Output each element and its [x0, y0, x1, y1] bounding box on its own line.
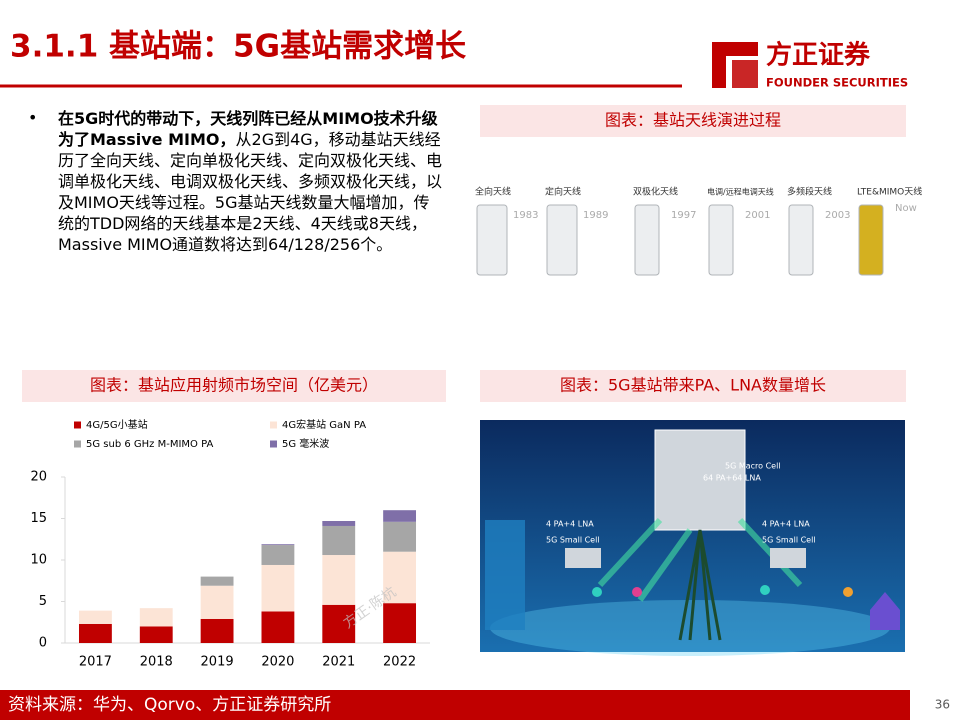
caption-box — [480, 370, 906, 402]
antenna-name: 双极化天线 — [633, 186, 678, 198]
antenna-year: 1983 — [513, 210, 538, 221]
bar-segment — [139, 608, 173, 627]
bar-segment — [322, 525, 356, 556]
antenna-name: 全向天线 — [475, 186, 511, 198]
caption: 图表：基站天线演进过程 — [605, 111, 781, 130]
bar-segment — [261, 545, 295, 565]
bar-segment — [322, 555, 356, 605]
logo-cn: 方正证券 — [766, 40, 871, 71]
antenna-body — [476, 204, 508, 276]
antenna-year: Now — [895, 203, 917, 214]
bar-chart: 0 5 10 15 20 4G/5G小基站 4G宏基站 GaN PA 5G sub 6 GHz… — [30, 418, 430, 670]
bar-segment — [383, 521, 417, 552]
bar-segment — [261, 611, 295, 643]
bar-segment — [200, 618, 234, 643]
bar-segment — [322, 520, 356, 526]
y-tick-label: 15 — [30, 511, 47, 526]
title: 3.1.1 基站端：5G基站需求增长 — [10, 29, 466, 65]
y-tick-label: 10 — [30, 553, 47, 568]
bar-segment — [383, 603, 417, 643]
antenna-year: 2003 — [825, 210, 850, 221]
y-tick-label: 0 — [39, 636, 47, 651]
network-figure: 5G Macro Cell 64 PA+64 LNA 4 PA+4 LNA 5G… — [480, 420, 905, 656]
antenna-body — [788, 204, 814, 276]
x-tick-label: 2020 — [261, 655, 294, 670]
footer-bar — [0, 690, 910, 720]
antenna-body — [634, 204, 660, 276]
antenna-body — [708, 204, 734, 276]
x-tick-label: 2018 — [140, 655, 173, 670]
small-spec: 4 PA+4 LNA — [546, 520, 594, 529]
caption: 图表：5G基站带来PA、LNA数量增长 — [560, 376, 826, 395]
bullet-normal: 从2G到4G，移动基站天线经历了全向天线、定向单极化天线、定向双极化天线、电调单… — [58, 130, 443, 254]
legend-swatch — [270, 440, 277, 448]
antenna-year: 2001 — [745, 210, 770, 221]
bar-segment — [200, 576, 234, 586]
legend-swatch — [74, 440, 81, 448]
legend-swatch — [270, 421, 277, 429]
bar-segment — [383, 551, 417, 604]
bar-segment — [78, 623, 112, 643]
antenna-year: 1997 — [671, 210, 696, 221]
x-tick-label: 2019 — [201, 655, 234, 670]
logo: 方正证券 FOUNDER SECURITIES — [712, 40, 908, 90]
antenna-figure: 全向天线 1983 定向天线 1989 双极化天线 1997 电调/远程电调天线 2001 多频… — [475, 186, 922, 276]
bullet-dot: • — [28, 108, 38, 127]
legend-label: 4G/5G小基站 — [86, 418, 148, 431]
antenna-name: 电调/远程电调天线 — [707, 187, 774, 197]
caption-box — [480, 105, 906, 137]
bullet-bold: 在5G时代的带动下，天线列阵已经从MIMO技术升级为了Massive MIMO， — [58, 109, 438, 149]
x-tick-label: 2022 — [383, 655, 416, 670]
logo-en: FOUNDER SECURITIES — [766, 76, 908, 90]
bar-segment — [139, 626, 173, 643]
antenna-name: 定向天线 — [545, 186, 581, 198]
x-tick-label: 2021 — [322, 655, 355, 670]
antenna-name: LTE&MIMO天线 — [857, 186, 922, 198]
legend-label: 5G sub 6 GHz M-MIMO PA — [86, 439, 213, 450]
bar-segment — [261, 544, 295, 546]
bar-segment — [383, 510, 417, 522]
bullet-text: 在5G时代的带动下，天线列阵已经从MIMO技术升级为了Massive MIMO，… — [58, 108, 443, 255]
macro-label: 5G Macro Cell — [725, 462, 781, 471]
y-tick-label: 5 — [39, 594, 47, 609]
bar-segment — [78, 610, 112, 624]
antenna-name: 多频段天线 — [787, 186, 832, 198]
source: 资料来源：华为、Qorvo、方正证券研究所 — [8, 695, 331, 715]
caption: 图表：基站应用射频市场空间（亿美元） — [90, 376, 378, 395]
small-label: 5G Small Cell — [546, 536, 600, 545]
antenna-year: 1989 — [583, 210, 608, 221]
small-spec: 4 PA+4 LNA — [762, 520, 810, 529]
bar-segment — [200, 585, 234, 619]
legend-label: 4G宏基站 GaN PA — [282, 418, 366, 431]
antenna-body — [546, 204, 578, 276]
x-tick-label: 2017 — [79, 655, 112, 670]
legend-swatch — [74, 421, 81, 429]
bar-segment — [322, 604, 356, 643]
page-number: 36 — [935, 698, 950, 712]
legend-label: 5G 毫米波 — [282, 437, 329, 450]
caption-box — [22, 370, 446, 402]
bar-segment — [261, 564, 295, 612]
small-label: 5G Small Cell — [762, 536, 816, 545]
antenna-body — [858, 204, 884, 276]
y-tick-label: 20 — [30, 470, 47, 485]
macro-spec: 64 PA+64 LNA — [703, 474, 761, 483]
